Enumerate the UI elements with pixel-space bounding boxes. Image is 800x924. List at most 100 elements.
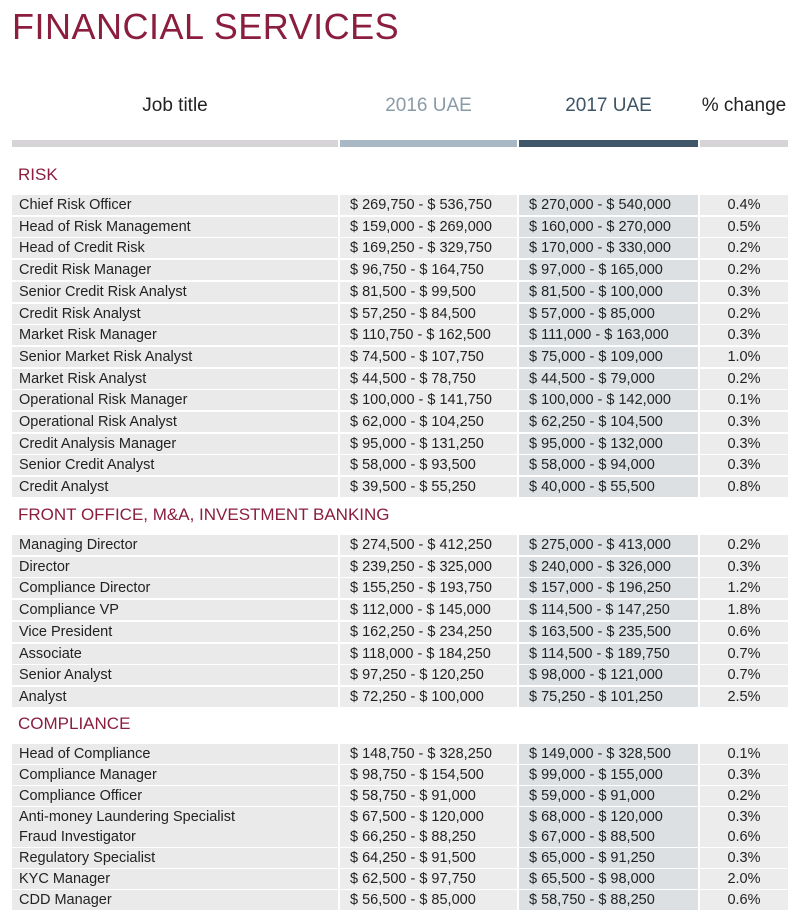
table-cell: $ 40,000 - $ 55,500: [519, 477, 698, 498]
page-title: FINANCIAL SERVICES: [12, 6, 400, 47]
header-bar: [12, 140, 338, 147]
table-cell: 0.3%: [700, 848, 788, 869]
table-cell: Credit Risk Manager: [12, 260, 338, 281]
table-cell: Compliance VP: [12, 600, 338, 621]
section-title: COMPLIANCE: [18, 714, 131, 733]
table-cell: $ 75,250 - $ 101,250: [519, 686, 698, 707]
table-cell: Director: [12, 556, 338, 577]
table-cell: $ 159,000 - $ 269,000: [340, 216, 517, 237]
table-cell: Chief Risk Officer: [12, 195, 338, 215]
table-cell: $ 99,000 - $ 155,000: [519, 764, 698, 785]
table-cell: Operational Risk Analyst: [12, 412, 338, 432]
table-cell: 0.2%: [700, 785, 788, 806]
table-cell: Compliance Manager: [12, 764, 338, 785]
table-cell: CDD Manager: [12, 890, 338, 910]
table-cell: $ 160,000 - $ 270,000: [519, 216, 698, 237]
table-cell: 1.0%: [700, 346, 788, 367]
table-cell: $ 111,000 - $ 163,000: [519, 325, 698, 346]
table-cell: 0.6%: [700, 621, 788, 642]
table-cell: Market Risk Analyst: [12, 368, 338, 389]
table-cell: $ 112,000 - $ 145,000: [340, 600, 517, 621]
table-cell: 0.2%: [700, 303, 788, 324]
table-cell: $ 81,500 - $ 99,500: [340, 281, 517, 302]
table-cell: 0.2%: [700, 535, 788, 555]
table-cell: 0.7%: [700, 665, 788, 686]
table-cell: $ 155,250 - $ 193,750: [340, 578, 517, 599]
table-cell: $ 163,500 - $ 235,500: [519, 621, 698, 642]
table-cell: Anti-money Laundering Specialist: [12, 806, 338, 827]
table-cell: $ 59,000 - $ 91,000: [519, 785, 698, 806]
table-cell: $ 240,000 - $ 326,000: [519, 556, 698, 577]
table-cell: Senior Credit Risk Analyst: [12, 281, 338, 302]
table-cell: Credit Risk Analyst: [12, 303, 338, 324]
table-cell: 2.5%: [700, 686, 788, 707]
table-cell: $ 170,000 - $ 330,000: [519, 238, 698, 259]
table-cell: 0.3%: [700, 806, 788, 827]
header-change: % change: [701, 95, 787, 116]
table-cell: $ 98,000 - $ 121,000: [519, 665, 698, 686]
table-cell: $ 68,000 - $ 120,000: [519, 806, 698, 827]
table-cell: Regulatory Specialist: [12, 848, 338, 869]
table-cell: 0.2%: [700, 260, 788, 281]
table-cell: Credit Analyst: [12, 477, 338, 498]
table-cell: $ 57,250 - $ 84,500: [340, 303, 517, 324]
table-cell: $ 95,000 - $ 132,000: [519, 433, 698, 454]
table-cell: $ 100,000 - $ 141,750: [340, 390, 517, 411]
table-cell: $ 157,000 - $ 196,250: [519, 578, 698, 599]
table-cell: 0.1%: [700, 390, 788, 411]
table-cell: 0.3%: [700, 455, 788, 476]
table-cell: $ 274,500 - $ 412,250: [340, 535, 517, 555]
table-cell: $ 275,000 - $ 413,000: [519, 535, 698, 555]
table-cell: $ 270,000 - $ 540,000: [519, 195, 698, 215]
table-cell: $ 149,000 - $ 328,500: [519, 744, 698, 764]
header-job: Job title: [142, 95, 208, 116]
table-cell: Head of Risk Management: [12, 216, 338, 237]
table-cell: $ 97,250 - $ 120,250: [340, 665, 517, 686]
table-cell: Fraud Investigator: [12, 827, 338, 848]
header-2017: 2017 UAE: [565, 95, 652, 116]
table-cell: $ 110,750 - $ 162,500: [340, 325, 517, 346]
table-cell: Operational Risk Manager: [12, 390, 338, 411]
table-cell: $ 81,500 - $ 100,000: [519, 281, 698, 302]
table-cell: Head of Credit Risk: [12, 238, 338, 259]
table-cell: $ 74,500 - $ 107,750: [340, 346, 517, 367]
table-cell: $ 67,500 - $ 120,000: [340, 806, 517, 827]
table-cell: $ 66,250 - $ 88,250: [340, 827, 517, 848]
table-cell: 0.3%: [700, 281, 788, 302]
table-cell: $ 118,000 - $ 184,250: [340, 643, 517, 664]
table-cell: $ 269,750 - $ 536,750: [340, 195, 517, 215]
table-cell: $ 75,000 - $ 109,000: [519, 346, 698, 367]
table-cell: $ 95,000 - $ 131,250: [340, 433, 517, 454]
table-cell: $ 58,750 - $ 88,250: [519, 890, 698, 910]
table-cell: $ 114,500 - $ 147,250: [519, 600, 698, 621]
table-cell: 0.1%: [700, 744, 788, 764]
section-title: RISK: [18, 165, 58, 184]
table-cell: $ 57,000 - $ 85,000: [519, 303, 698, 324]
table-cell: $ 65,500 - $ 98,000: [519, 869, 698, 890]
table-cell: $ 114,500 - $ 189,750: [519, 643, 698, 664]
header-bar: [340, 140, 517, 147]
table-cell: 0.4%: [700, 195, 788, 215]
table-cell: Senior Market Risk Analyst: [12, 346, 338, 367]
table-cell: Compliance Officer: [12, 785, 338, 806]
table-cell: $ 56,500 - $ 85,000: [340, 890, 517, 910]
table-cell: 0.2%: [700, 238, 788, 259]
table-cell: 0.2%: [700, 368, 788, 389]
table-cell: $ 100,000 - $ 142,000: [519, 390, 698, 411]
table-cell: $ 72,250 - $ 100,000: [340, 686, 517, 707]
section-title: FRONT OFFICE, M&A, INVESTMENT BANKING: [18, 505, 390, 524]
table-cell: $ 96,750 - $ 164,750: [340, 260, 517, 281]
table-cell: 0.3%: [700, 412, 788, 432]
table-cell: Associate: [12, 643, 338, 664]
table-cell: $ 62,000 - $ 104,250: [340, 412, 517, 432]
table-cell: 0.3%: [700, 764, 788, 785]
table-cell: $ 44,500 - $ 78,750: [340, 368, 517, 389]
table-cell: 1.8%: [700, 600, 788, 621]
table-cell: $ 97,000 - $ 165,000: [519, 260, 698, 281]
table-cell: $ 62,250 - $ 104,500: [519, 412, 698, 432]
table-cell: Senior Analyst: [12, 665, 338, 686]
table-cell: KYC Manager: [12, 869, 338, 890]
table-cell: $ 169,250 - $ 329,750: [340, 238, 517, 259]
table-cell: Senior Credit Analyst: [12, 455, 338, 476]
